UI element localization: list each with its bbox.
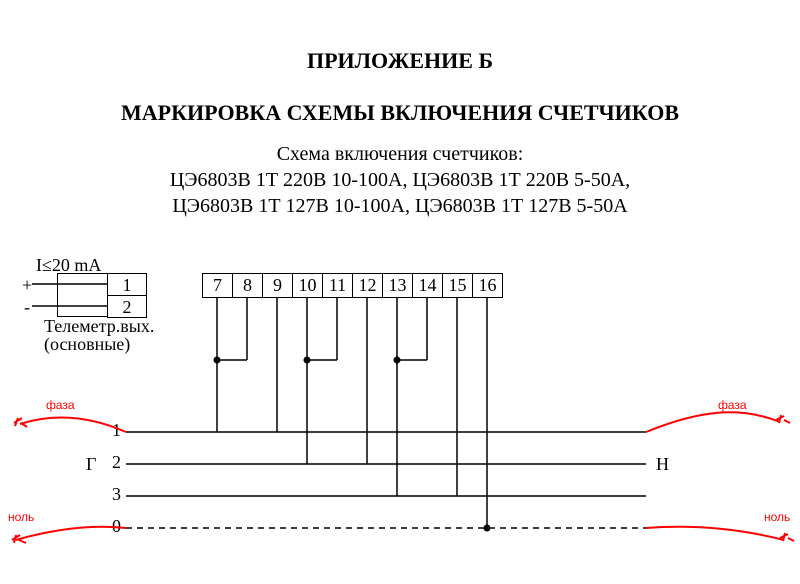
wiring-diagram (0, 0, 800, 584)
